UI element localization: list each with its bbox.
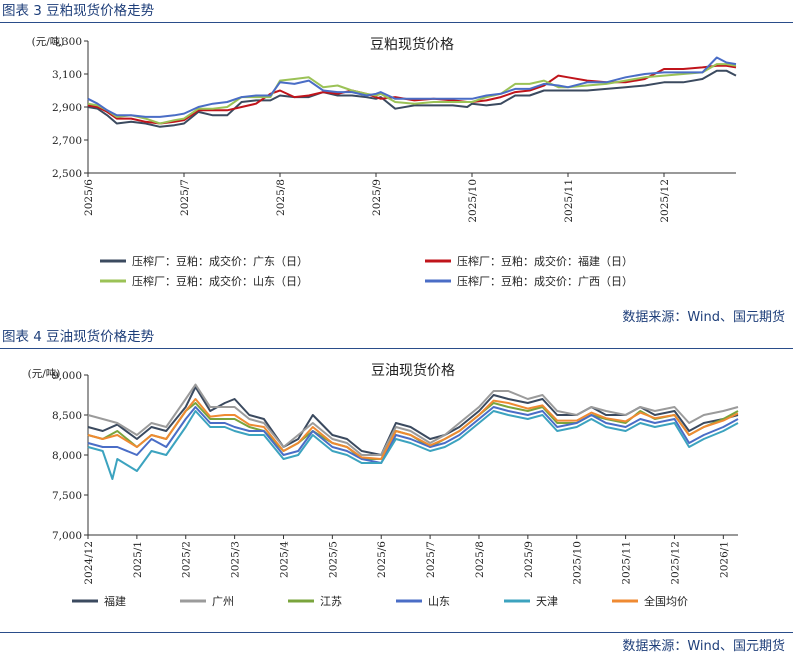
y-tick-label: 3,100 xyxy=(52,69,82,81)
figure-3-source: 数据来源：Wind、国元期货 xyxy=(622,310,785,325)
y-axis-unit-label: (元/吨) xyxy=(32,35,65,48)
y-tick-label: 7,000 xyxy=(52,530,82,542)
x-tick-label: 2025/2 xyxy=(181,541,193,578)
legend-label-4: 天津 xyxy=(536,595,558,608)
y-tick-label: 3,300 xyxy=(52,36,82,48)
x-tick-label: 2025/7 xyxy=(179,179,191,216)
figure-4-label: 图表 4 豆油现货价格走势 xyxy=(2,329,155,345)
figure-3-label: 图表 3 豆粕现货价格走势 xyxy=(2,3,155,19)
legend-label-0: 压榨厂：豆粕：成交价：广东（日） xyxy=(132,254,308,268)
legend-label-3: 山东 xyxy=(428,595,450,608)
x-tick-label: 2025/8 xyxy=(275,179,287,216)
x-tick-label: 2025/1 xyxy=(132,541,144,578)
x-tick-label: 2025/8 xyxy=(474,541,486,578)
x-tick-label: 2025/6 xyxy=(376,541,388,578)
legend-label-2: 压榨厂：豆粕：成交价：山东（日） xyxy=(132,274,308,288)
y-tick-label: 7,500 xyxy=(52,490,82,502)
legend-label-2: 江苏 xyxy=(320,595,342,608)
x-tick-label: 2025/6 xyxy=(83,179,95,216)
soyoil-spot-price-chart: 豆油现货价格 (元/吨) 7,000 7,500 8,000 8,500 9,000 2024… xyxy=(28,362,739,608)
x-tick-label: 2025/4 xyxy=(278,541,290,578)
y-tick-label: 8,000 xyxy=(52,450,82,462)
x-tick-label: 2025/10 xyxy=(572,541,584,585)
y-axis-unit-label: (元/吨) xyxy=(28,367,61,380)
x-tick-label: 2025/7 xyxy=(425,541,437,578)
series-line-2 xyxy=(87,63,737,125)
chart-title: 豆油现货价格 xyxy=(371,362,455,379)
series-line-3 xyxy=(87,56,737,118)
legend-label-1: 广州 xyxy=(212,595,234,608)
x-tick-label: 2025/12 xyxy=(659,179,671,223)
chart-title: 豆粕现货价格 xyxy=(370,36,454,53)
figure-3-header: 图表 3 豆粕现货价格走势 xyxy=(0,0,793,23)
series-line-1 xyxy=(87,383,739,456)
x-tick-label: 2026/1 xyxy=(718,541,730,578)
series-line-5 xyxy=(87,398,739,460)
x-tick-label: 2025/11 xyxy=(621,541,633,585)
x-tick-label: 2025/3 xyxy=(230,541,242,578)
series-line-0 xyxy=(87,69,737,128)
figure-4-bottom-rule xyxy=(0,632,793,633)
soymeal-spot-price-chart: 豆粕现货价格 (元/吨) 2,500 2,700 2,900 3,100 3,300 2025… xyxy=(32,35,737,288)
figure-4-header: 图表 4 豆油现货价格走势 xyxy=(0,326,793,349)
y-tick-label: 2,900 xyxy=(52,102,82,114)
legend-label-1: 压榨厂：豆粕：成交价：福建（日） xyxy=(457,254,633,268)
x-tick-label: 2025/11 xyxy=(563,179,575,223)
y-tick-label: 2,700 xyxy=(52,135,82,147)
x-tick-label: 2025/10 xyxy=(467,179,479,223)
series-line-4 xyxy=(87,410,739,480)
figure-4-source: 数据来源：Wind、国元期货 xyxy=(622,639,785,654)
legend-label-5: 全国均价 xyxy=(644,594,688,608)
x-tick-label: 2025/12 xyxy=(669,541,681,585)
legend-label-0: 福建 xyxy=(104,594,126,608)
series-line-3 xyxy=(87,406,739,464)
x-tick-label: 2025/9 xyxy=(371,179,383,216)
x-tick-label: 2025/9 xyxy=(523,541,535,578)
x-tick-label: 2025/5 xyxy=(327,541,339,578)
y-tick-label: 8,500 xyxy=(52,410,82,422)
y-tick-label: 9,000 xyxy=(52,370,82,382)
legend-label-3: 压榨厂：豆粕：成交价：广西（日） xyxy=(457,274,633,288)
x-tick-label: 2024/12 xyxy=(83,541,95,585)
y-tick-label: 2,500 xyxy=(52,168,82,180)
